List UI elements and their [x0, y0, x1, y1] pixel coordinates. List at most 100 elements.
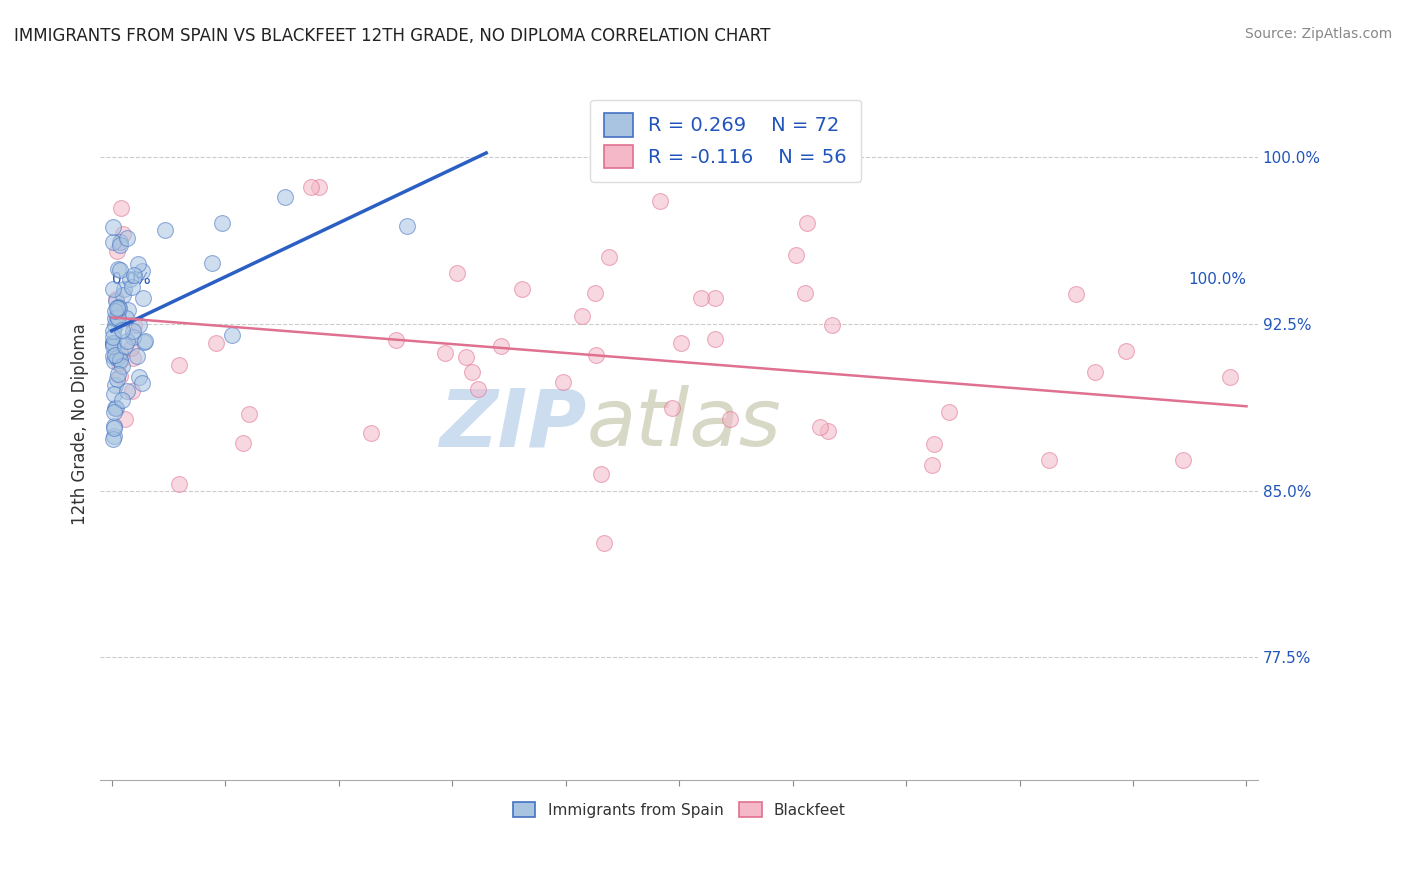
Point	[111, 227, 134, 241]
Point	[201, 256, 224, 270]
Point	[105, 351, 128, 366]
Point	[120, 341, 142, 355]
Text: Source: ZipAtlas.com: Source: ZipAtlas.com	[1244, 27, 1392, 41]
Point	[122, 268, 145, 282]
Point	[132, 291, 155, 305]
Point	[101, 432, 124, 446]
Point	[103, 429, 125, 443]
Point	[103, 354, 125, 368]
Point	[704, 332, 727, 346]
Point	[205, 335, 228, 350]
Point	[105, 372, 128, 386]
Point	[105, 310, 128, 325]
Point	[110, 359, 132, 373]
Point	[583, 286, 606, 301]
Point	[308, 179, 330, 194]
Point	[104, 401, 127, 415]
Point	[690, 291, 713, 305]
Point	[117, 302, 139, 317]
Point	[648, 194, 671, 208]
Point	[104, 310, 127, 325]
Point	[589, 467, 612, 481]
Point	[454, 350, 477, 364]
Point	[107, 303, 129, 318]
Point	[121, 384, 143, 399]
Text: 100.0%: 100.0%	[1188, 272, 1247, 287]
Point	[121, 280, 143, 294]
Point	[108, 262, 131, 277]
Point	[1064, 286, 1087, 301]
Point	[103, 418, 125, 433]
Point	[111, 323, 134, 337]
Point	[232, 435, 254, 450]
Point	[921, 458, 943, 473]
Point	[103, 220, 125, 235]
Point	[820, 318, 842, 332]
Point	[101, 339, 124, 353]
Point	[101, 335, 124, 350]
Point	[101, 329, 124, 343]
Point	[1084, 365, 1107, 379]
Point	[115, 384, 138, 399]
Point	[111, 392, 134, 407]
Point	[104, 378, 127, 392]
Point	[128, 318, 150, 333]
Point	[108, 356, 131, 370]
Point	[274, 189, 297, 203]
Point	[101, 349, 124, 363]
Point	[101, 324, 124, 338]
Point	[360, 425, 382, 440]
Point	[794, 286, 817, 301]
Point	[1171, 453, 1194, 467]
Point	[661, 401, 683, 415]
Point	[110, 201, 132, 215]
Point	[122, 351, 145, 365]
Point	[385, 334, 408, 348]
Text: atlas: atlas	[586, 385, 782, 463]
Point	[108, 346, 131, 360]
Point	[122, 318, 145, 333]
Point	[592, 535, 614, 549]
Point	[122, 324, 145, 338]
Point	[510, 282, 533, 296]
Point	[132, 334, 155, 349]
Point	[107, 244, 129, 259]
Point	[104, 303, 127, 318]
Point	[785, 248, 807, 262]
Point	[112, 282, 135, 296]
Point	[796, 216, 818, 230]
Point	[446, 266, 468, 280]
Point	[134, 334, 156, 349]
Point	[1038, 453, 1060, 467]
Point	[131, 376, 153, 390]
Point	[107, 261, 129, 276]
Point	[1219, 370, 1241, 384]
Point	[571, 309, 593, 323]
Point	[598, 250, 620, 264]
Point	[718, 412, 741, 426]
Point	[114, 339, 136, 353]
Point	[108, 353, 131, 368]
Point	[105, 301, 128, 315]
Point	[105, 292, 128, 306]
Point	[211, 216, 233, 230]
Point	[669, 336, 692, 351]
Point	[131, 263, 153, 277]
Point	[128, 369, 150, 384]
Point	[553, 376, 575, 390]
Point	[108, 301, 131, 316]
Point	[467, 382, 489, 396]
Point	[107, 311, 129, 326]
Point	[110, 238, 132, 252]
Point	[104, 348, 127, 362]
Point	[167, 477, 190, 491]
Point	[114, 412, 136, 426]
Point	[299, 180, 322, 194]
Point	[103, 386, 125, 401]
Point	[103, 336, 125, 351]
Y-axis label: 12th Grade, No Diploma: 12th Grade, No Diploma	[72, 323, 89, 524]
Point	[118, 272, 141, 286]
Point	[238, 408, 260, 422]
Point	[122, 330, 145, 344]
Point	[101, 282, 124, 296]
